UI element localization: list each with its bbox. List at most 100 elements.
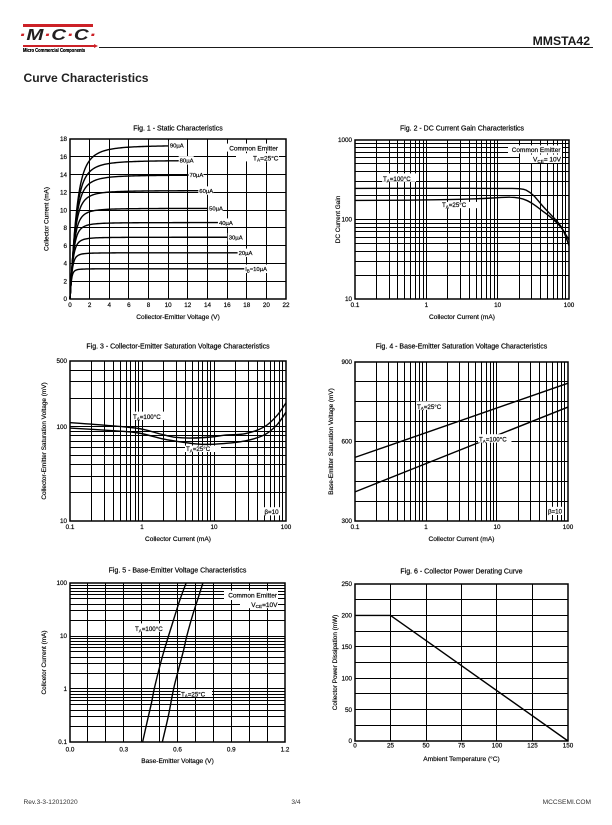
svg-text:TA​=100°C: TA​=100°C	[135, 626, 163, 633]
svg-text:0.0: 0.0	[66, 747, 75, 754]
svg-text:β=10: β=10	[265, 509, 280, 516]
svg-text:0: 0	[348, 738, 352, 745]
svg-text:Fig. 4 - Base-Emitter Saturati: Fig. 4 - Base-Emitter Saturation Voltage…	[376, 344, 548, 351]
svg-text:80µA: 80µA	[180, 159, 194, 165]
svg-text:600: 600	[341, 439, 352, 446]
svg-text:12: 12	[60, 190, 68, 197]
svg-text:100: 100	[492, 743, 503, 750]
svg-text:TA​=25°C: TA​=25°C	[442, 202, 467, 209]
svg-text:100: 100	[341, 217, 352, 224]
svg-text:1.2: 1.2	[281, 747, 290, 754]
svg-text:200: 200	[341, 613, 352, 620]
svg-text:DC Current Gain: DC Current Gain	[335, 195, 342, 243]
svg-text:1000: 1000	[338, 137, 353, 144]
svg-text:14: 14	[60, 172, 68, 179]
svg-text:10: 10	[60, 518, 68, 525]
svg-text:0.1: 0.1	[66, 524, 75, 531]
svg-text:TA​=100°C: TA​=100°C	[133, 414, 161, 421]
svg-text:Fig. 5 - Base-Emitter Voltage: Fig. 5 - Base-Emitter Voltage Characteri…	[109, 568, 247, 575]
svg-text:22: 22	[282, 302, 290, 309]
svg-text:VCE​= 10V: VCE​= 10V	[533, 157, 562, 164]
svg-text:100: 100	[56, 424, 67, 431]
svg-text:14: 14	[204, 302, 212, 309]
svg-text:300: 300	[341, 518, 352, 525]
svg-text:20: 20	[263, 302, 271, 309]
svg-text:Fig. 6 - Collector Power Derat: Fig. 6 - Collector Power Derating Curve	[400, 569, 522, 576]
svg-text:90µA: 90µA	[170, 143, 184, 149]
svg-text:0.1: 0.1	[351, 524, 360, 531]
svg-text:TA​=100°C: TA​=100°C	[383, 176, 411, 183]
svg-text:20µA: 20µA	[239, 251, 253, 257]
svg-text:150: 150	[341, 644, 352, 651]
svg-text:50µA: 50µA	[209, 207, 223, 213]
svg-text:18: 18	[243, 302, 251, 309]
svg-text:Collector Current (mA): Collector Current (mA)	[145, 536, 211, 543]
svg-text:4: 4	[108, 302, 112, 309]
svg-text:16: 16	[60, 154, 68, 161]
svg-text:50: 50	[345, 707, 353, 714]
svg-text:60µA: 60µA	[199, 189, 213, 195]
svg-text:100: 100	[341, 675, 352, 682]
svg-text:10: 10	[60, 633, 68, 640]
svg-text:TA​=25°C: TA​=25°C	[186, 446, 211, 453]
svg-text:18: 18	[60, 136, 68, 143]
svg-text:125: 125	[527, 743, 538, 750]
svg-text:β=10: β=10	[548, 509, 563, 516]
svg-text:70µA: 70µA	[189, 173, 203, 179]
svg-text:10: 10	[345, 296, 353, 303]
svg-text:100: 100	[56, 580, 67, 587]
svg-text:Collector Current (mA): Collector Current (mA)	[44, 187, 51, 251]
svg-text:1: 1	[140, 524, 144, 531]
svg-text:Common Emitter: Common Emitter	[228, 593, 278, 600]
svg-text:150: 150	[563, 743, 574, 750]
svg-text:Ambient Temperature (°C): Ambient Temperature (°C)	[423, 755, 500, 763]
svg-text:Collector Current (mA): Collector Current (mA)	[429, 314, 495, 321]
svg-text:0: 0	[68, 302, 72, 309]
svg-text:500: 500	[56, 358, 67, 365]
svg-text:0.9: 0.9	[227, 747, 236, 754]
svg-text:6: 6	[127, 302, 131, 309]
svg-text:Common Emitter: Common Emitter	[229, 146, 279, 153]
svg-text:2: 2	[88, 302, 92, 309]
svg-text:Collector Current (mA): Collector Current (mA)	[429, 536, 495, 543]
svg-text:100: 100	[564, 302, 575, 309]
svg-text:Base-Emitter Voltage (V): Base-Emitter Voltage (V)	[141, 758, 214, 765]
svg-text:250: 250	[341, 581, 352, 588]
svg-text:Collector Power Dissipation (m: Collector Power Dissipation (mW)	[332, 615, 339, 711]
svg-text:75: 75	[458, 743, 466, 750]
svg-text:0.1: 0.1	[351, 302, 360, 309]
svg-text:1: 1	[425, 302, 429, 309]
svg-text:VCE​=10V: VCE​=10V	[251, 602, 278, 609]
svg-text:0: 0	[63, 296, 67, 303]
svg-text:0.6: 0.6	[173, 747, 182, 754]
svg-text:Collector-Emitter Saturation V: Collector-Emitter Saturation Voltage (mV…	[41, 382, 48, 499]
svg-text:0.1: 0.1	[58, 739, 67, 746]
svg-text:Collector-Emitter Voltage (V): Collector-Emitter Voltage (V)	[136, 314, 220, 321]
svg-text:10: 10	[165, 302, 173, 309]
svg-text:IB​=10µA: IB​=10µA	[245, 267, 267, 273]
svg-text:10: 10	[494, 302, 502, 309]
svg-text:10: 10	[60, 207, 68, 214]
svg-text:1: 1	[63, 686, 67, 693]
svg-text:900: 900	[341, 359, 352, 366]
svg-text:10: 10	[493, 524, 501, 531]
svg-text:Fig. 1 - Static Characteristic: Fig. 1 - Static Characteristics	[133, 126, 223, 133]
svg-text:Fig. 2 - DC Current Gain Chara: Fig. 2 - DC Current Gain Characteristics	[400, 126, 525, 133]
svg-text:30µA: 30µA	[229, 235, 243, 241]
svg-text:100: 100	[563, 524, 574, 531]
svg-text:50: 50	[422, 743, 430, 750]
svg-text:100: 100	[281, 524, 292, 531]
svg-text:1: 1	[424, 524, 428, 531]
svg-text:Common Emitter: Common Emitter	[512, 147, 562, 154]
svg-text:16: 16	[224, 302, 232, 309]
svg-text:8: 8	[63, 225, 67, 232]
svg-text:Collcetor Current (mA): Collcetor Current (mA)	[41, 631, 48, 695]
svg-text:TA​=25°C: TA​=25°C	[181, 691, 206, 698]
svg-text:10: 10	[210, 524, 218, 531]
svg-text:4: 4	[63, 261, 67, 268]
svg-text:8: 8	[147, 302, 151, 309]
svg-text:0: 0	[353, 743, 357, 750]
svg-text:0.3: 0.3	[119, 747, 128, 754]
svg-text:12: 12	[184, 302, 192, 309]
svg-text:TA​=25°C: TA​=25°C	[253, 154, 279, 162]
